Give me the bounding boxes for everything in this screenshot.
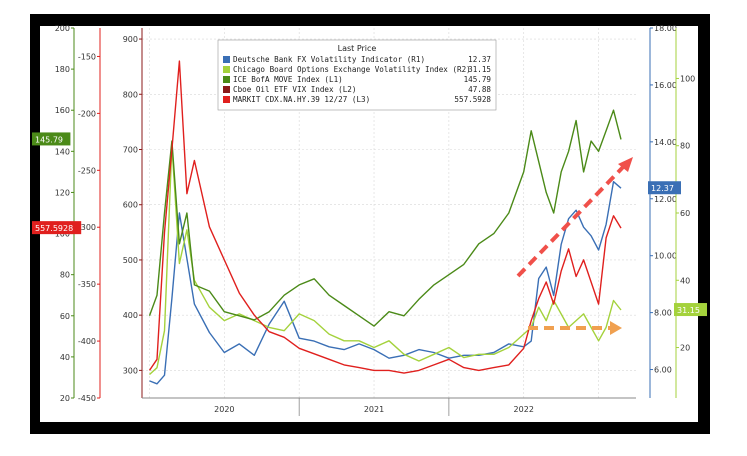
tick-label-L1: 200: [55, 24, 70, 33]
series-line-0: [149, 180, 622, 385]
tick-label-R2: 100: [680, 74, 695, 83]
x-axis: 2020 2021 2022: [142, 397, 636, 416]
value-flag-label: 557.5928: [35, 224, 73, 233]
legend-label: ICE BofA MOVE Index (L1): [233, 75, 343, 84]
tick-label-L1: 160: [55, 106, 70, 115]
value-flag-label: 145.79: [35, 135, 63, 144]
value-flags: 145.79 557.5928 12.37 31.15: [32, 132, 707, 317]
tick-label-R1: 16.00: [654, 81, 677, 90]
legend-swatch: [223, 86, 230, 93]
tick-label-L1: 80: [60, 271, 70, 280]
legend-entries: Deutsche Bank FX Volatility Indicator (R…: [223, 55, 491, 104]
right-axes: 6.00 8.00 10.00 12.00 14.00 16.00 18.00 20 40 60 8…: [649, 24, 695, 398]
value-flag-2: [648, 181, 681, 195]
tick-label-L3: -250: [78, 166, 96, 175]
tick-label-L2: 900: [123, 35, 138, 44]
series-line-3: [148, 60, 622, 374]
tick-label-L3: -200: [78, 109, 96, 118]
value-flag-label: 12.37: [651, 184, 674, 193]
tick-label-L1: 20: [60, 394, 70, 403]
tick-label-R1: 10.00: [654, 252, 677, 261]
tick-label-L2: 500: [123, 256, 138, 265]
legend-swatch: [223, 66, 230, 73]
legend-box: [217, 39, 497, 111]
tick-label-L2: 300: [123, 366, 138, 375]
value-flag-0: [32, 132, 71, 146]
chart-frame: 20 40 60 80 100 120 140 160 180 200 -450 -400 -350 -3…: [30, 14, 710, 434]
red-trend-arrow: [516, 162, 628, 278]
chart-svg: 20 40 60 80 100 120 140 160 180 200 -450 -400 -350 -3…: [30, 14, 710, 434]
legend-title: Last Price: [338, 44, 377, 53]
series-line-1: [149, 144, 622, 376]
tick-label-R1: 8.00: [654, 309, 672, 318]
tick-label-L1: 40: [60, 353, 70, 362]
legend-label: Cboe Oil ETF VIX Index (L2): [233, 85, 356, 94]
value-flag-1: [32, 221, 82, 235]
value-flag-label: 31.15: [677, 306, 700, 315]
legend-label: Chicago Board Options Exchange Volatilit…: [233, 65, 471, 74]
tick-label-L1: 60: [60, 312, 70, 321]
tick-label-R2: 20: [680, 344, 690, 353]
tick-label-R1: 6.00: [654, 366, 672, 375]
x-tick-label: 2022: [514, 405, 534, 414]
tick-label-L2: 600: [123, 201, 138, 210]
tick-label-R2: 80: [680, 142, 690, 151]
tick-label-R1: 14.00: [654, 138, 677, 147]
left-axes: 20406080100120140160180200-450-400-350-3…: [55, 24, 143, 403]
tick-label-L3: -150: [78, 52, 96, 61]
tick-label-L2: 400: [123, 311, 138, 320]
tick-label-L1: 120: [55, 188, 70, 197]
tick-label-R1: 18.00: [654, 24, 677, 33]
legend-label: MARKIT CDX.NA.HY.39 12/27 (L3): [233, 95, 370, 104]
x-tick-label: 2020: [214, 405, 234, 414]
tick-label-L2: 800: [123, 90, 138, 99]
tick-label-L1: 140: [55, 147, 70, 156]
legend-value: 145.79: [464, 75, 492, 84]
tick-label-L1: 180: [55, 65, 70, 74]
legend-swatch: [223, 56, 230, 63]
series-line-2: [148, 109, 622, 327]
legend-value: 47.88: [468, 85, 491, 94]
orange-trend-arrowhead: [610, 321, 622, 335]
x-tick-label: 2021: [364, 405, 384, 414]
tick-label-L3: -300: [78, 223, 96, 232]
legend-swatch: [223, 76, 230, 83]
red-trend-arrowhead: [618, 157, 633, 172]
legend-value: 31.15: [468, 65, 491, 74]
value-flag-3: [674, 303, 707, 317]
trend-annotations: [516, 157, 633, 335]
tick-label-R2: 40: [680, 276, 690, 285]
tick-label-L2: 700: [123, 145, 138, 154]
tick-label-L3: -400: [78, 337, 96, 346]
tick-label-R1: 12.00: [654, 195, 677, 204]
tick-label-R2: 60: [680, 209, 690, 218]
series-group: [148, 60, 622, 385]
tick-label-L3: -350: [78, 280, 96, 289]
legend: Last Price Deutsche Bank FX Volatility I…: [217, 39, 497, 111]
legend-value: 557.5928: [454, 95, 491, 104]
legend-swatch: [223, 96, 230, 103]
legend-label: Deutsche Bank FX Volatility Indicator (R…: [233, 55, 425, 64]
tick-label-L3: -450: [78, 394, 96, 403]
legend-value: 12.37: [468, 55, 491, 64]
